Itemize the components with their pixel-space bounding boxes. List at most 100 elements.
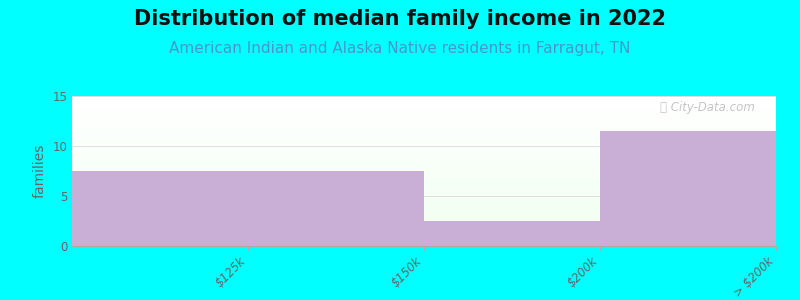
Bar	[72, 234, 776, 236]
Bar	[72, 142, 776, 144]
Bar	[72, 164, 776, 165]
Bar	[72, 117, 776, 118]
Bar	[72, 240, 776, 242]
Bar	[72, 214, 776, 216]
Bar	[72, 236, 776, 237]
Bar	[72, 210, 776, 212]
Bar	[72, 103, 776, 105]
Bar	[72, 228, 776, 230]
Bar	[72, 220, 776, 222]
Bar	[72, 230, 776, 231]
Bar	[72, 136, 776, 138]
Bar	[72, 100, 776, 102]
Bar	[72, 231, 776, 232]
Bar	[72, 116, 776, 117]
Bar	[72, 135, 776, 136]
Bar	[72, 114, 776, 116]
Bar	[72, 176, 776, 177]
Bar	[72, 190, 776, 192]
Bar	[72, 177, 776, 178]
Bar	[72, 178, 776, 180]
Bar	[72, 172, 776, 174]
Bar	[72, 212, 776, 213]
Bar	[72, 192, 776, 194]
Bar	[72, 171, 424, 246]
Bar	[72, 141, 776, 142]
Bar	[72, 213, 776, 214]
Text: American Indian and Alaska Native residents in Farragut, TN: American Indian and Alaska Native reside…	[170, 40, 630, 56]
Bar	[72, 111, 776, 112]
Bar	[72, 126, 776, 128]
Bar	[72, 122, 776, 123]
Bar	[72, 138, 776, 140]
Bar	[72, 159, 776, 160]
Bar	[72, 112, 776, 114]
Bar	[72, 206, 776, 207]
Bar	[72, 219, 776, 220]
Bar	[72, 153, 776, 154]
Bar	[72, 150, 776, 152]
Bar	[72, 224, 776, 225]
Bar	[72, 144, 776, 146]
Bar	[72, 130, 776, 132]
Bar	[72, 120, 776, 122]
Bar	[72, 216, 776, 218]
Bar	[72, 242, 776, 243]
Bar	[424, 221, 600, 246]
Bar	[72, 132, 776, 134]
Bar	[72, 194, 776, 195]
Bar	[72, 154, 776, 156]
Bar	[72, 198, 776, 200]
Bar	[72, 171, 776, 172]
Bar	[72, 237, 776, 238]
Bar	[72, 110, 776, 111]
Bar	[72, 106, 776, 108]
Bar	[72, 201, 776, 202]
Bar	[72, 160, 776, 162]
Bar	[72, 186, 776, 188]
Bar	[72, 129, 776, 130]
Bar	[72, 146, 776, 147]
Bar	[72, 174, 776, 176]
Bar	[72, 118, 776, 120]
Bar	[72, 169, 776, 171]
Bar	[72, 232, 776, 234]
Bar	[72, 98, 776, 99]
Bar	[72, 96, 776, 98]
Bar	[72, 148, 776, 150]
Bar	[72, 128, 776, 129]
Bar	[72, 202, 776, 204]
Bar	[72, 156, 776, 158]
Bar	[72, 180, 776, 182]
Bar	[72, 218, 776, 219]
Bar	[72, 167, 776, 168]
Bar	[72, 204, 776, 206]
Bar	[72, 208, 776, 210]
Bar	[72, 162, 776, 164]
Bar	[72, 168, 776, 170]
Bar	[72, 105, 776, 106]
Bar	[72, 182, 776, 183]
Bar	[72, 158, 776, 159]
Bar	[72, 134, 776, 135]
Bar	[72, 196, 776, 198]
Bar	[72, 200, 776, 201]
Bar	[72, 123, 776, 124]
Text: ⓘ City-Data.com: ⓘ City-Data.com	[660, 100, 755, 113]
Y-axis label: families: families	[33, 144, 46, 198]
Bar	[72, 165, 776, 166]
Text: Distribution of median family income in 2022: Distribution of median family income in …	[134, 9, 666, 29]
Bar	[72, 222, 776, 224]
Bar	[72, 99, 776, 100]
Bar	[72, 152, 776, 153]
Bar	[72, 226, 776, 228]
Bar	[72, 108, 776, 110]
Bar	[72, 243, 776, 244]
Bar	[72, 225, 776, 226]
Bar	[600, 131, 776, 246]
Bar	[72, 188, 776, 189]
Bar	[72, 244, 776, 246]
Bar	[72, 189, 776, 190]
Bar	[72, 238, 776, 240]
Bar	[72, 207, 776, 208]
